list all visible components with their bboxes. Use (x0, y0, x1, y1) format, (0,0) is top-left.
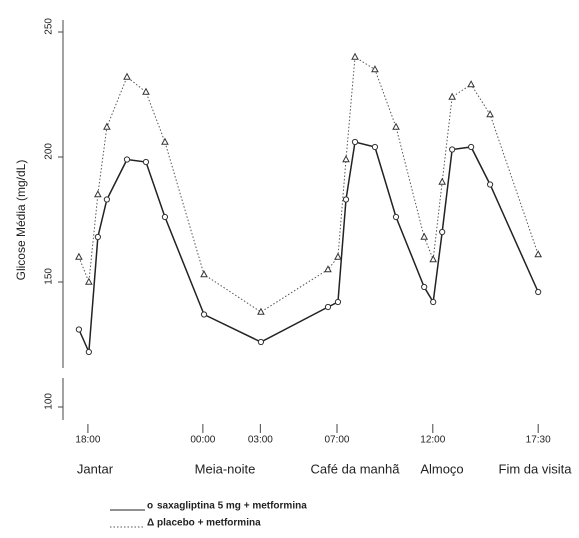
point (161, 137, 169, 145)
y-tick-label: 150 (44, 268, 55, 285)
point (161, 213, 169, 221)
point (142, 158, 150, 166)
point (468, 143, 475, 151)
period-label: Almoço (420, 461, 463, 476)
point (429, 255, 438, 263)
point (421, 283, 428, 291)
legend-marker: Δ (147, 518, 154, 529)
point (200, 270, 208, 278)
y-axis-label: Glicose Média (mg/dL) (14, 160, 28, 281)
point (420, 232, 429, 240)
point (534, 250, 543, 258)
point (392, 122, 400, 130)
point (324, 303, 332, 311)
series-line (78, 141, 539, 353)
point (123, 72, 131, 80)
point (257, 338, 265, 346)
point (85, 348, 92, 356)
point (123, 156, 131, 163)
point (448, 92, 456, 100)
point (467, 80, 475, 88)
point (103, 196, 110, 203)
point (351, 138, 359, 146)
point (103, 122, 111, 130)
point (85, 277, 93, 285)
point (449, 146, 456, 153)
x-tick-label: 00:00 (190, 435, 215, 446)
x-tick-label: 03:00 (248, 435, 273, 446)
legend-label: saxagliptina 5 mg + metformina (157, 501, 307, 512)
series-line (78, 56, 539, 313)
point (439, 228, 446, 236)
point (75, 326, 83, 333)
point (535, 288, 542, 296)
point (486, 181, 494, 188)
point (334, 252, 342, 260)
point (430, 298, 437, 306)
point (94, 233, 101, 241)
y-tick-label: 250 (44, 18, 55, 35)
x-tick-label: 18:00 (75, 435, 100, 446)
point (342, 196, 350, 203)
point (142, 87, 150, 95)
point (200, 311, 208, 318)
point (94, 190, 102, 198)
point (486, 110, 494, 118)
point (438, 177, 447, 185)
period-label: Café da manhã (311, 461, 401, 476)
y-tick-label: 200 (44, 143, 55, 160)
point (351, 52, 359, 60)
period-label: Fim da visita (499, 461, 573, 476)
point (324, 265, 332, 273)
point (257, 307, 265, 315)
period-label: Meia-noite (195, 461, 256, 476)
point (371, 143, 379, 151)
point (75, 252, 83, 260)
legend-label: placebo + metformina (157, 518, 261, 529)
x-tick-label: 12:00 (420, 435, 445, 446)
point (371, 65, 379, 73)
period-label: Jantar (77, 461, 114, 476)
y-tick-label: 100 (44, 393, 55, 410)
point (334, 298, 342, 306)
legend-marker: o (147, 501, 153, 512)
x-tick-label: 07:00 (324, 435, 349, 446)
x-tick-label: 17:30 (526, 435, 551, 446)
point (392, 213, 400, 221)
point (342, 155, 350, 163)
